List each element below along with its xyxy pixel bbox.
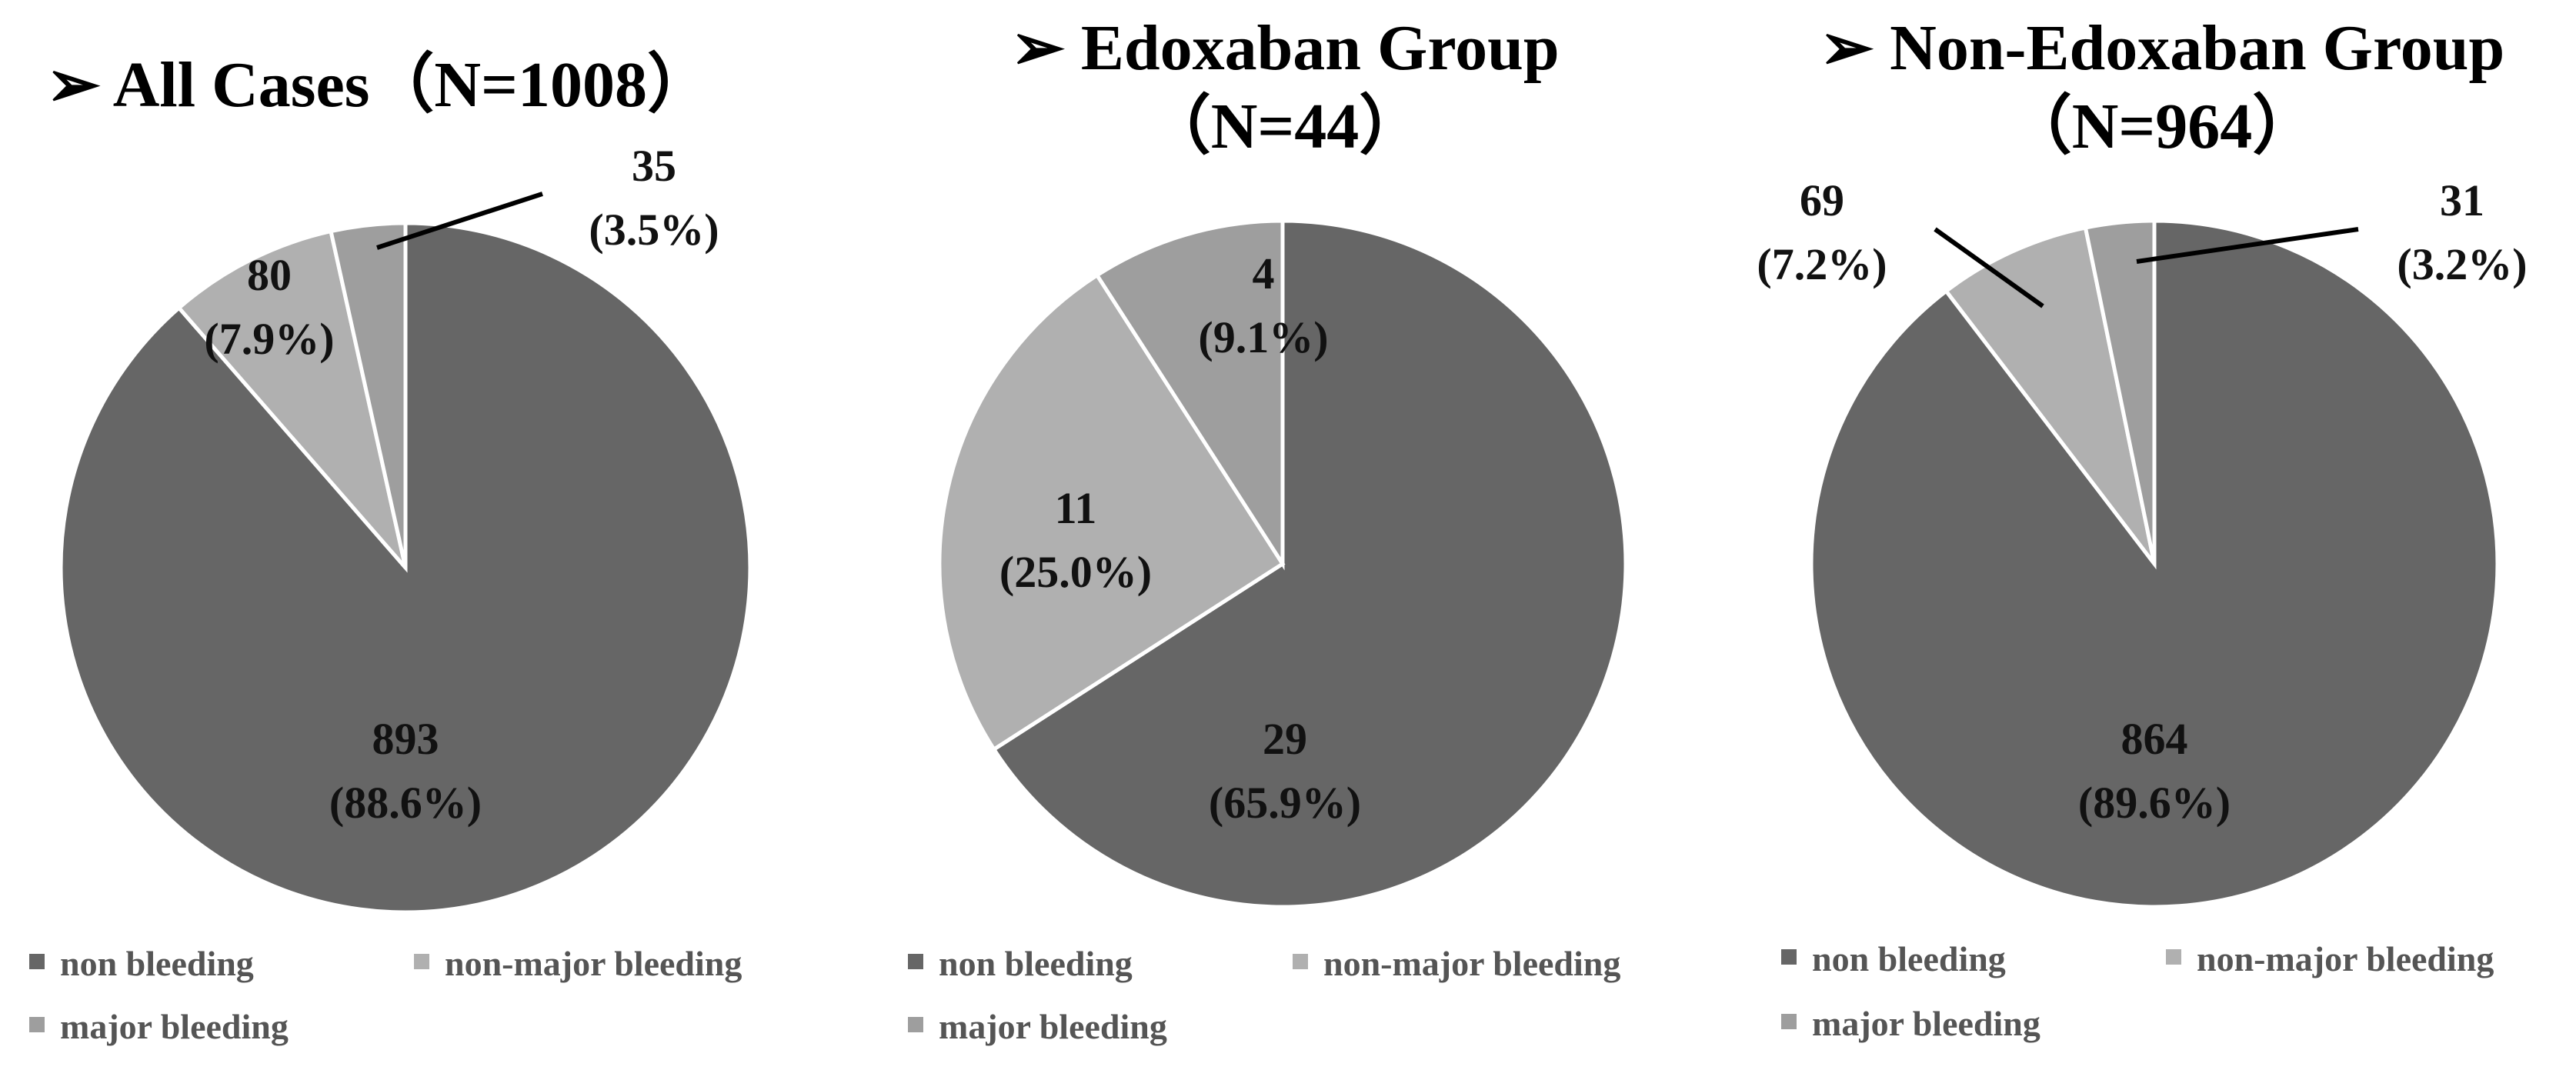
- chart-title-line: ➢ All Cases（N=1008）: [46, 49, 712, 121]
- legend-swatch: [29, 1017, 45, 1032]
- pie-slice-major-bleeding: [2083, 218, 2157, 565]
- legend-entry: major bleeding: [1812, 1004, 2040, 1043]
- data-label-value: 35: [632, 141, 676, 191]
- pie-slice-major-bleeding: [1094, 218, 1285, 571]
- chart-title-line: （N=964）: [2007, 91, 2317, 162]
- chart-legend: non bleeding non-major bleeding major blee…: [908, 944, 1620, 1046]
- data-label-percent: (25.0%): [999, 547, 1152, 597]
- legend-entry: major bleeding: [60, 1007, 289, 1046]
- pie-slice-non-major-bleeding: [937, 272, 1286, 752]
- legend-swatch: [1293, 954, 1308, 969]
- chart-title-line: ➢ Edoxaban Group: [1010, 12, 1559, 84]
- legend-swatch: [908, 1017, 923, 1032]
- data-label-value: 11: [1055, 483, 1097, 533]
- data-label-value: 80: [247, 250, 292, 300]
- leader-line: [1934, 227, 2044, 308]
- data-label-percent: (88.6%): [329, 778, 482, 828]
- title-text: All Cases（N=1008）: [113, 49, 712, 121]
- title-text: Edoxaban Group: [1081, 12, 1560, 84]
- leader-line: [2136, 227, 2359, 264]
- legend-entry: non-major bleeding: [2197, 939, 2494, 978]
- legend-swatch: [29, 954, 45, 969]
- legend-swatch: [2166, 949, 2181, 965]
- data-label-percent: (7.9%): [204, 314, 334, 364]
- data-label-value: 864: [2121, 714, 2188, 764]
- pie-slice-major-bleeding: [329, 221, 408, 568]
- legend-entry: non bleeding: [939, 944, 1133, 983]
- title-spacer: [100, 49, 112, 121]
- data-label-percent: (3.5%): [589, 205, 719, 255]
- title-text: （N=964）: [2007, 91, 2317, 162]
- title-text: （N=44）: [1146, 91, 1424, 162]
- leader-line: [376, 192, 543, 250]
- pie-chart-2: ➢ Edoxaban Group（N=44） 29 (65.9%) 11 (25.0%)…: [908, 12, 1628, 1046]
- legend-entry: non-major bleeding: [1323, 944, 1620, 983]
- data-label-value: 69: [1800, 175, 1844, 225]
- data-label-value: 4: [1253, 248, 1275, 298]
- legend-swatch: [1781, 1014, 1797, 1029]
- legend-swatch: [414, 954, 429, 969]
- data-label-percent: (9.1%): [1198, 312, 1328, 362]
- data-label-value: 893: [372, 714, 439, 764]
- legend-entry: non bleeding: [60, 944, 254, 983]
- title-arrow-marker: ➢: [1820, 12, 1874, 84]
- title-arrow-marker: ➢: [46, 49, 101, 121]
- title-spacer: [1065, 12, 1081, 84]
- legend-entry: non-major bleeding: [445, 944, 742, 983]
- data-label-percent: (7.2%): [1757, 239, 1887, 289]
- pie-chart-1: ➢ All Cases（N=1008） 893 (88.6%) 80 (7.9%) 35 (…: [29, 49, 752, 1046]
- pie-slice-non-bleeding: [991, 218, 1628, 909]
- legend-entry: non bleeding: [1812, 939, 2006, 978]
- data-label-percent: (89.6%): [2078, 778, 2231, 828]
- title-arrow-marker: ➢: [1010, 12, 1065, 84]
- chart-title-line: ➢ Non-Edoxaban Group: [1820, 12, 2504, 84]
- legend-entry: major bleeding: [939, 1007, 1167, 1046]
- chart-legend: non bleeding non-major bleeding major blee…: [29, 944, 742, 1046]
- data-label-percent: (3.2%): [2397, 239, 2527, 289]
- title-spacer: [1874, 12, 1890, 84]
- data-label-value: 31: [2440, 175, 2484, 225]
- chart-title-line: （N=44）: [1146, 91, 1424, 162]
- data-label-percent: (65.9%): [1209, 778, 1361, 828]
- data-label-value: 29: [1263, 714, 1307, 764]
- pie-chart-3: ➢ Non-Edoxaban Group（N=964） 864 (89.6%) 69 (…: [1757, 12, 2527, 1043]
- legend-swatch: [908, 954, 923, 969]
- title-text: Non-Edoxaban Group: [1890, 12, 2504, 84]
- legend-swatch: [1781, 949, 1797, 965]
- chart-legend: non bleeding non-major bleeding major blee…: [1781, 939, 2494, 1043]
